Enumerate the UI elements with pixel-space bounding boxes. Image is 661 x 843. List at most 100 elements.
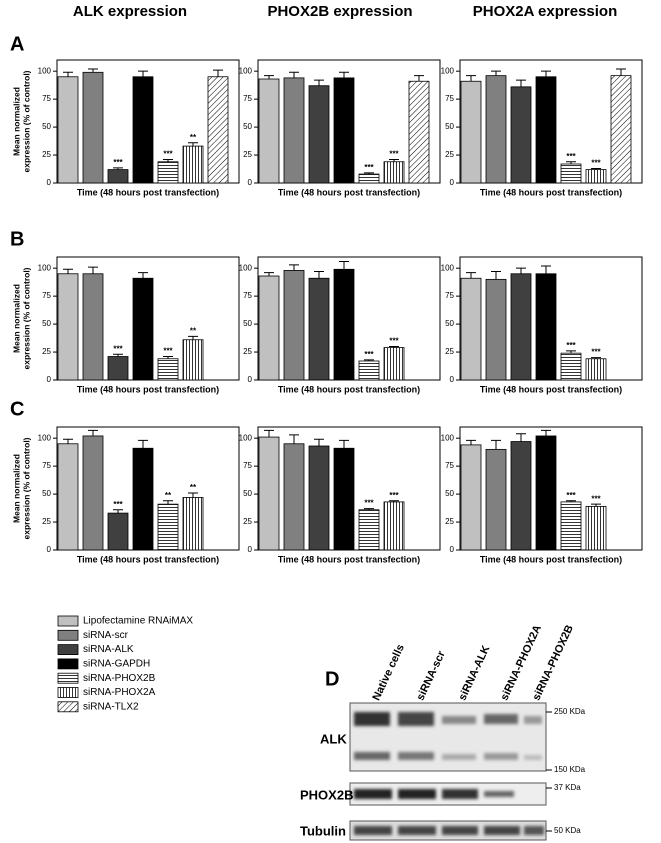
bar [585,169,607,184]
y-tick-label: 0 [450,178,455,187]
legend-label: siRNA-GAPDH [83,659,150,670]
error-bar [289,264,299,271]
bar [308,445,330,551]
significance-label: *** [163,150,173,159]
y-tick-label: 100 [239,433,253,442]
lane-label: Native cells [370,643,406,703]
bar [182,339,204,381]
y-tick-label: 25 [445,150,454,159]
error-bar [466,75,476,82]
bar [333,447,355,551]
bar [57,76,79,184]
y-tick-label: 100 [38,66,52,75]
legend-swatch [57,629,79,641]
bar [358,173,380,184]
x-axis-label: Time (48 hours post transfection) [480,187,622,197]
bar [560,501,582,551]
bar [510,86,532,184]
bar [107,356,129,381]
significance-label: *** [389,491,399,500]
error-bar [88,266,98,274]
error-bar [364,359,374,361]
error-bar [188,142,198,147]
y-axis-label: expression (% of control) [21,267,31,369]
error-bar [516,433,526,442]
y-tick-label: 0 [450,545,455,554]
error-bar [264,75,274,80]
bar [383,161,405,184]
marker-label: 37 KDa [554,783,581,792]
panel-letter: A [10,33,24,55]
bar [535,76,557,184]
y-tick-label: 75 [243,291,252,300]
y-tick-label: 50 [445,122,454,131]
significance-label: *** [591,159,601,168]
error-bar [264,272,274,277]
y-tick-label: 0 [47,178,52,187]
lane-label: siRNA-scr [414,649,448,703]
error-bar [264,429,274,438]
lane-label: siRNA-ALK [456,644,492,703]
significance-label: *** [591,348,601,357]
bar [107,512,129,551]
error-bar [591,503,601,507]
blot-bands [354,712,544,835]
error-bar [163,356,173,359]
significance-label: *** [364,350,374,359]
bar [157,161,179,184]
bar [57,443,79,551]
bar [408,80,430,184]
x-axis-label: Time (48 hours post transfection) [77,554,219,564]
bar [510,441,532,551]
y-tick-label: 50 [42,122,51,131]
y-tick-label: 0 [47,375,52,384]
error-bar [339,260,349,270]
y-axis-label: expression (% of control) [21,437,31,539]
error-bar [591,357,601,359]
error-bar [63,268,73,274]
legend-swatch [57,687,79,698]
y-tick-label: 75 [445,94,454,103]
x-axis-label: Time (48 hours post transfection) [278,384,420,394]
bar [460,444,482,551]
y-tick-label: 25 [445,517,454,526]
error-bar [541,70,551,77]
bar [82,435,104,551]
y-tick-label: 75 [42,291,51,300]
bar [308,277,330,381]
x-axis-label: Time (48 hours post transfection) [480,384,622,394]
error-bar [63,438,73,444]
significance-label: *** [113,344,123,353]
bar [182,145,204,184]
error-bar [289,71,299,78]
marker-label: 150 KDa [554,765,586,774]
bar [157,358,179,381]
blot-row-label: ALK [320,731,347,746]
bar [585,505,607,551]
error-bar [138,272,148,279]
y-tick-label: 25 [243,347,252,356]
y-tick-label: 50 [445,489,454,498]
y-tick-label: 100 [441,433,455,442]
panel-letter: D [325,668,339,690]
y-tick-label: 50 [243,122,252,131]
bar [485,448,507,551]
bar [383,501,405,551]
significance-label: ** [165,491,172,500]
error-bar [491,271,501,280]
x-axis-label: Time (48 hours post transfection) [77,187,219,197]
significance-label: *** [389,337,399,346]
error-bar [541,265,551,274]
y-tick-label: 100 [38,433,52,442]
error-bar [616,68,626,76]
bar [383,347,405,381]
bar [535,435,557,551]
y-tick-label: 25 [243,517,252,526]
legend-label: siRNA-TLX2 [83,701,139,712]
significance-label: *** [113,500,123,509]
error-bar [138,439,148,449]
bar [460,277,482,381]
error-bar [88,68,98,73]
error-bar [289,434,299,444]
